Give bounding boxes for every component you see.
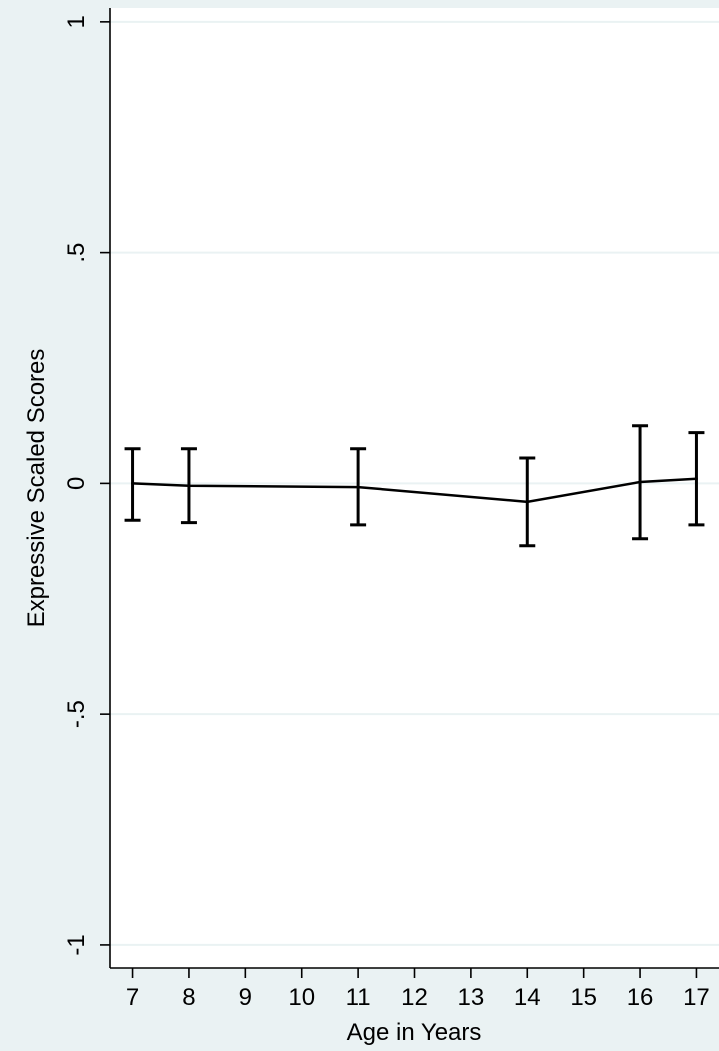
x-tick-label-1: 8 [182, 984, 195, 1011]
y-axis-title: Expressive Scaled Scores [23, 349, 50, 628]
data-point-3 [525, 500, 529, 504]
x-tick-label-2: 9 [239, 984, 252, 1011]
y-tick-label-0: -1 [63, 934, 90, 955]
x-tick-label-9: 16 [627, 984, 654, 1011]
x-tick-label-10: 17 [683, 984, 710, 1011]
x-axis-title: Age in Years [347, 1019, 482, 1046]
data-point-0 [131, 481, 135, 485]
data-point-1 [187, 484, 191, 488]
series-line-0 [132, 477, 697, 504]
axes: -1-.50.517 8 9 10 11 12 13 14 15 16 17 [63, 8, 719, 1011]
data-point-2 [356, 485, 360, 489]
plot-area [110, 8, 719, 968]
y-tick-label-4: 1 [63, 15, 90, 28]
x-tick-label-6: 13 [458, 984, 485, 1011]
x-tick-label-4: 11 [346, 984, 371, 1011]
x-tick-label-3: 10 [288, 984, 315, 1011]
x-tick-label-0: 7 [126, 984, 139, 1011]
data-series [124, 424, 705, 548]
x-tick-label-5: 12 [401, 984, 428, 1011]
y-tick-label-2: 0 [63, 477, 90, 490]
x-tick-label-8: 15 [570, 984, 597, 1011]
y-tick-label-3: .5 [63, 243, 90, 263]
x-tick-label-7: 14 [514, 984, 541, 1011]
data-point-5 [694, 477, 698, 481]
grid-lines [110, 20, 719, 946]
data-point-4 [638, 480, 642, 484]
y-tick-label-1: -.5 [63, 700, 90, 728]
